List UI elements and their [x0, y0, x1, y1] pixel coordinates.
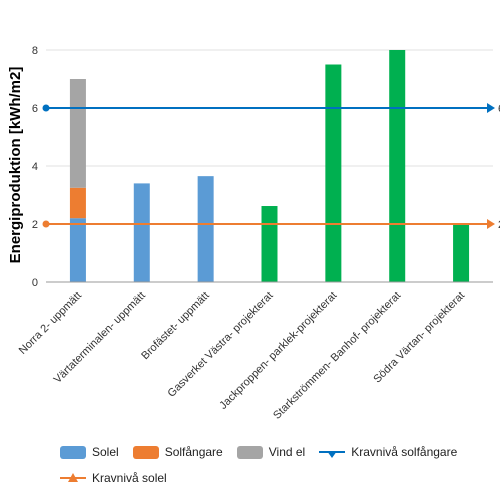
legend-label-kravniva-solfangare: Kravnivå solfångare [351, 445, 458, 459]
legend-item-solel[interactable]: Solel [60, 445, 119, 459]
legend-marker-kravniva-solfangare [319, 445, 346, 459]
req-line-1-arrow [487, 103, 495, 113]
legend-label-solel: Solel [92, 445, 119, 459]
req-line-1-start-marker [42, 104, 50, 112]
bar-1-series-2 [69, 187, 86, 219]
bar-5-series-4 [325, 64, 342, 282]
y-tick-label: 6 [32, 103, 38, 115]
bar-4-series-4 [261, 206, 278, 282]
y-tick-label: 0 [32, 277, 38, 289]
legend-item-kravniva-solfangare[interactable]: Kravnivå solfångare [319, 445, 457, 459]
bar-7-series-4 [453, 224, 470, 282]
req-line-2-start-marker [42, 220, 50, 228]
legend-swatch-solel [60, 445, 86, 459]
gridlines [46, 49, 493, 225]
req-line-2-arrow [487, 219, 495, 229]
legend-marker-kravniva-solel [60, 471, 86, 485]
y-axis-ticks: 0 2 4 6 8 [32, 45, 38, 289]
x-category-label: Jackproppen- parklek-projekterat [217, 290, 339, 412]
req-line-2-end-label: 2 [498, 219, 500, 231]
legend-swatch-vind-el [236, 445, 263, 459]
legend-label-solfangare: Solfångare [164, 445, 223, 459]
bar-3-series-1 [197, 176, 214, 282]
legend-label-vind-el: Vind el [268, 445, 306, 459]
legend-item-solfangare[interactable]: Solfångare [132, 445, 223, 459]
req-line-1-end-label: 6 [498, 103, 500, 115]
bar-1-series-1 [69, 218, 86, 282]
x-category-label: Brofästet- uppmätt [139, 290, 211, 362]
legend-item-kravniva-solel[interactable]: Kravnivå solel [60, 471, 167, 485]
bar-1-series-3 [69, 79, 86, 188]
legend-item-vind-el[interactable]: Vind el [236, 445, 306, 459]
legend: Solel Solfångare Vind el Kravnivå solfån… [60, 445, 490, 485]
y-tick-label: 8 [32, 45, 38, 57]
requirement-lines: 62 [42, 103, 500, 231]
y-tick-label: 2 [32, 219, 38, 231]
legend-label-kravniva-solel: Kravnivå solel [92, 471, 167, 485]
y-axis-label: Energiproduktion [kWh/m2] [7, 67, 24, 264]
bar-2-series-1 [133, 183, 150, 282]
x-category-label: Gasverket Västra- projekterat [166, 290, 276, 400]
y-tick-label: 4 [32, 161, 38, 173]
legend-swatch-solfangare [132, 445, 159, 459]
x-category-label: Norra 2- uppmätt [17, 290, 84, 357]
x-category-label: Starkströmmen- Banhof- projekterat [271, 290, 403, 422]
bar-6-series-4 [389, 50, 406, 282]
